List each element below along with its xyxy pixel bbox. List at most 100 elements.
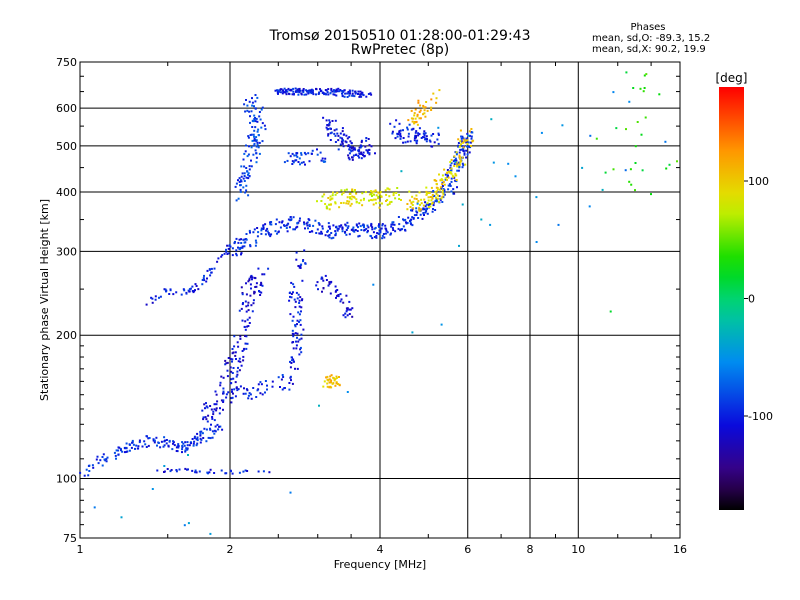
data-point: [429, 196, 432, 199]
data-point: [658, 93, 661, 96]
data-point: [321, 225, 324, 228]
data-point: [381, 223, 384, 226]
data-point: [177, 443, 180, 446]
data-point: [253, 276, 256, 279]
data-point: [290, 296, 293, 299]
data-point: [296, 332, 299, 335]
data-point: [200, 438, 203, 441]
data-point: [253, 118, 256, 120]
data-point: [229, 469, 232, 472]
data-point: [348, 148, 351, 151]
data-point: [291, 356, 293, 359]
data-point: [231, 372, 234, 374]
data-point: [274, 89, 277, 92]
data-point: [297, 221, 300, 224]
data-point: [153, 441, 156, 444]
data-point: [207, 414, 210, 417]
data-point: [334, 285, 337, 288]
data-point: [254, 138, 257, 141]
data-point: [405, 222, 408, 225]
data-point: [168, 293, 171, 295]
data-point: [416, 211, 419, 214]
data-point: [410, 109, 413, 112]
data-point: [125, 446, 128, 449]
data-point: [213, 267, 216, 270]
data-point: [471, 131, 474, 134]
data-point: [152, 439, 155, 442]
data-point: [298, 320, 300, 323]
data-point: [292, 228, 295, 231]
data-point: [326, 375, 329, 378]
data-point: [248, 229, 251, 232]
data-point: [399, 135, 402, 138]
y-tick-label: 200: [56, 329, 77, 342]
data-point: [346, 227, 349, 229]
data-point: [177, 445, 180, 448]
data-point: [246, 104, 249, 107]
data-point: [207, 436, 210, 439]
data-point: [615, 127, 618, 130]
data-point: [268, 471, 271, 474]
data-point: [220, 375, 223, 378]
data-point: [419, 117, 422, 120]
data-point: [348, 94, 351, 97]
data-point: [316, 228, 319, 231]
data-point: [242, 470, 245, 473]
data-point: [415, 210, 418, 213]
data-point: [245, 347, 248, 350]
data-point: [349, 308, 352, 311]
data-point: [437, 194, 440, 197]
data-point: [222, 408, 224, 411]
data-point: [267, 267, 270, 270]
data-point: [117, 446, 120, 449]
data-point: [380, 195, 383, 198]
data-point: [300, 310, 302, 313]
data-point: [324, 92, 327, 95]
data-point: [432, 201, 435, 204]
data-point: [351, 158, 354, 161]
data-point: [308, 223, 311, 226]
data-point: [347, 144, 350, 147]
data-point: [326, 91, 329, 94]
y-tick-label: 500: [56, 140, 77, 153]
data-point: [218, 412, 221, 415]
data-point: [202, 418, 205, 421]
data-point: [454, 174, 457, 177]
data-point: [329, 281, 332, 284]
data-point: [220, 399, 223, 402]
data-point: [261, 284, 264, 287]
data-point: [214, 390, 217, 393]
data-point: [297, 340, 300, 343]
data-point: [264, 128, 267, 131]
data-point: [368, 152, 371, 155]
data-point: [461, 162, 464, 165]
data-point: [184, 449, 187, 452]
data-point: [348, 313, 351, 315]
data-point: [325, 205, 328, 208]
data-point: [389, 122, 392, 125]
data-point: [645, 73, 648, 76]
data-point: [181, 441, 184, 444]
data-point: [256, 235, 259, 238]
y-tick-label: 75: [63, 532, 77, 545]
data-point: [434, 209, 437, 211]
data-point: [390, 225, 393, 228]
data-point: [203, 427, 206, 430]
data-point: [240, 242, 243, 244]
data-point: [298, 338, 301, 341]
data-point: [370, 145, 373, 148]
data-point: [320, 159, 323, 162]
data-point: [202, 416, 205, 419]
data-point: [226, 361, 229, 364]
data-point: [319, 90, 322, 92]
data-point: [240, 246, 243, 249]
data-point: [454, 172, 457, 175]
data-point: [634, 162, 637, 164]
data-point: [367, 138, 370, 140]
data-point: [218, 425, 220, 428]
data-point: [209, 274, 212, 277]
data-point: [243, 387, 245, 390]
data-point: [405, 221, 407, 224]
data-point: [239, 190, 242, 193]
data-point: [244, 342, 247, 345]
